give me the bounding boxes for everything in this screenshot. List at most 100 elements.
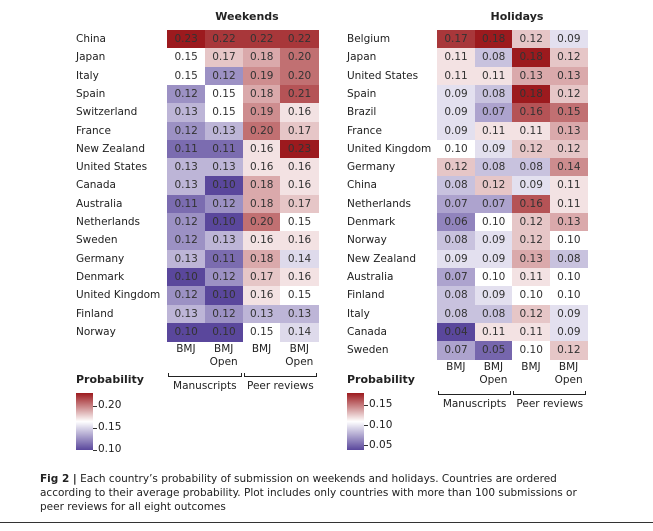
heatmap-cell: 0.10: [204, 322, 244, 342]
heatmap-cell: 0.13: [204, 158, 244, 177]
column-label: BMJ: [251, 343, 272, 356]
caption-label: Fig 2 |: [40, 473, 77, 485]
legend-tick-label: 0.10: [98, 443, 122, 455]
heatmap-cell: 0.11: [437, 66, 476, 86]
heatmap-cell: 0.16: [242, 139, 281, 159]
heatmap-cell: 0.14: [549, 158, 588, 177]
heatmap-cell: 0.22: [204, 30, 244, 49]
heatmap-cell: 0.11: [474, 66, 513, 86]
heatmap-cell: 0.18: [512, 84, 551, 104]
column-label: BMJ Open: [554, 361, 583, 387]
row-label: Norway: [76, 325, 116, 338]
heatmap-cell: 0.11: [437, 48, 476, 68]
heatmap-cell: 0.10: [512, 341, 551, 360]
row-label: Canada: [347, 325, 387, 338]
heatmap-cell: 0.12: [512, 304, 551, 324]
heatmap-cell: 0.10: [204, 176, 244, 196]
heatmap-cell: 0.08: [549, 249, 588, 269]
row-label: Germany: [347, 161, 396, 174]
row-label: New Zealand: [347, 252, 416, 265]
heatmap-cell: 0.16: [280, 103, 319, 122]
heatmap-cell: 0.11: [167, 194, 206, 214]
heatmap-cell: 0.09: [549, 30, 588, 49]
heatmap-cell: 0.12: [512, 213, 551, 232]
heatmap-cell: 0.11: [512, 121, 551, 141]
row-label: Netherlands: [76, 216, 141, 228]
heatmap-cell: 0.12: [167, 286, 206, 305]
heatmap-cell: 0.07: [474, 194, 513, 214]
legend-tick-label: 0.05: [369, 438, 393, 451]
row-label: Finland: [347, 289, 385, 302]
heatmap-cell: 0.16: [242, 158, 281, 177]
heatmap-cell: 0.13: [242, 304, 281, 324]
heatmap-cell: 0.14: [280, 249, 319, 269]
heatmap-cell: 0.19: [242, 103, 281, 122]
heatmap-cell: 0.12: [474, 176, 513, 196]
heatmap-cell: 0.09: [474, 139, 513, 159]
heatmap-cell: 0.08: [474, 48, 513, 68]
heatmap-cell: 0.10: [167, 322, 206, 342]
row-label: France: [76, 124, 111, 137]
legend-tick: [364, 445, 368, 447]
heatmap-cell: 0.12: [549, 84, 588, 104]
figure-caption: Fig 2 | Each country’s probability of su…: [40, 472, 600, 514]
bottom-rule: [0, 522, 653, 523]
heatmap-cell: 0.11: [512, 322, 551, 342]
heatmap-cell: 0.09: [549, 322, 588, 342]
column-label: BMJ Open: [209, 343, 238, 369]
row-label: Brazil: [347, 106, 377, 119]
heatmap-cell: 0.12: [512, 30, 551, 49]
heatmap-cell: 0.09: [437, 84, 476, 104]
legend-tick: [364, 425, 368, 427]
row-label: China: [76, 33, 106, 45]
column-label: BMJ: [521, 361, 541, 374]
row-label: Japan: [347, 51, 377, 64]
heatmap-cell: 0.20: [242, 213, 281, 232]
heatmap-cell: 0.12: [549, 48, 588, 68]
heatmap-cell: 0.18: [242, 249, 281, 269]
heatmap-cell: 0.15: [167, 48, 206, 68]
heatmap-cell: 0.07: [437, 194, 476, 214]
caption-text: Each country’s probability of submission…: [40, 473, 577, 513]
heatmap-cell: 0.17: [437, 30, 476, 49]
row-label: Norway: [347, 234, 387, 247]
row-label: France: [347, 124, 382, 137]
heatmap-cell: 0.17: [242, 267, 281, 287]
heatmap-cell: 0.11: [204, 249, 244, 269]
row-label: United States: [347, 69, 419, 82]
row-label: Sweden: [347, 344, 389, 357]
heatmap-cell: 0.10: [549, 231, 588, 251]
group-bracket: [513, 391, 587, 396]
heatmap-cell: 0.16: [280, 158, 319, 177]
heatmap-cell: 0.10: [549, 286, 588, 305]
column-label: BMJ: [176, 343, 196, 356]
row-label: United Kingdom: [76, 289, 161, 302]
heatmap-cell: 0.23: [167, 30, 206, 49]
row-label: Canada: [76, 179, 116, 192]
row-label: Denmark: [76, 270, 125, 283]
heatmap-cell: 0.12: [204, 304, 244, 324]
heatmap-cell: 0.11: [474, 322, 513, 342]
heatmap-cell: 0.09: [474, 231, 513, 251]
row-label: Denmark: [347, 216, 396, 228]
heatmap-cell: 0.16: [512, 103, 551, 122]
heatmap-cell: 0.09: [512, 176, 551, 196]
heatmap-cell: 0.07: [474, 103, 513, 122]
heatmap-cell: 0.10: [474, 267, 513, 287]
heatmap-cell: 0.08: [437, 231, 476, 251]
legend-tick-label: 0.20: [98, 399, 122, 412]
heatmap-cell: 0.16: [242, 286, 281, 305]
heatmap-cell: 0.13: [549, 213, 588, 232]
heatmap-cell: 0.10: [204, 286, 244, 305]
heatmap-cell: 0.09: [474, 249, 513, 269]
row-label: Japan: [76, 51, 106, 64]
heatmap-cell: 0.10: [437, 139, 476, 159]
heatmap-cell: 0.11: [167, 139, 206, 159]
heatmap-cell: 0.08: [437, 304, 476, 324]
row-label: Germany: [76, 252, 125, 265]
heatmap-cell: 0.20: [280, 48, 319, 68]
heatmap-cell: 0.09: [437, 249, 476, 269]
row-label: Australia: [76, 197, 123, 210]
heatmap-cell: 0.17: [280, 121, 319, 141]
